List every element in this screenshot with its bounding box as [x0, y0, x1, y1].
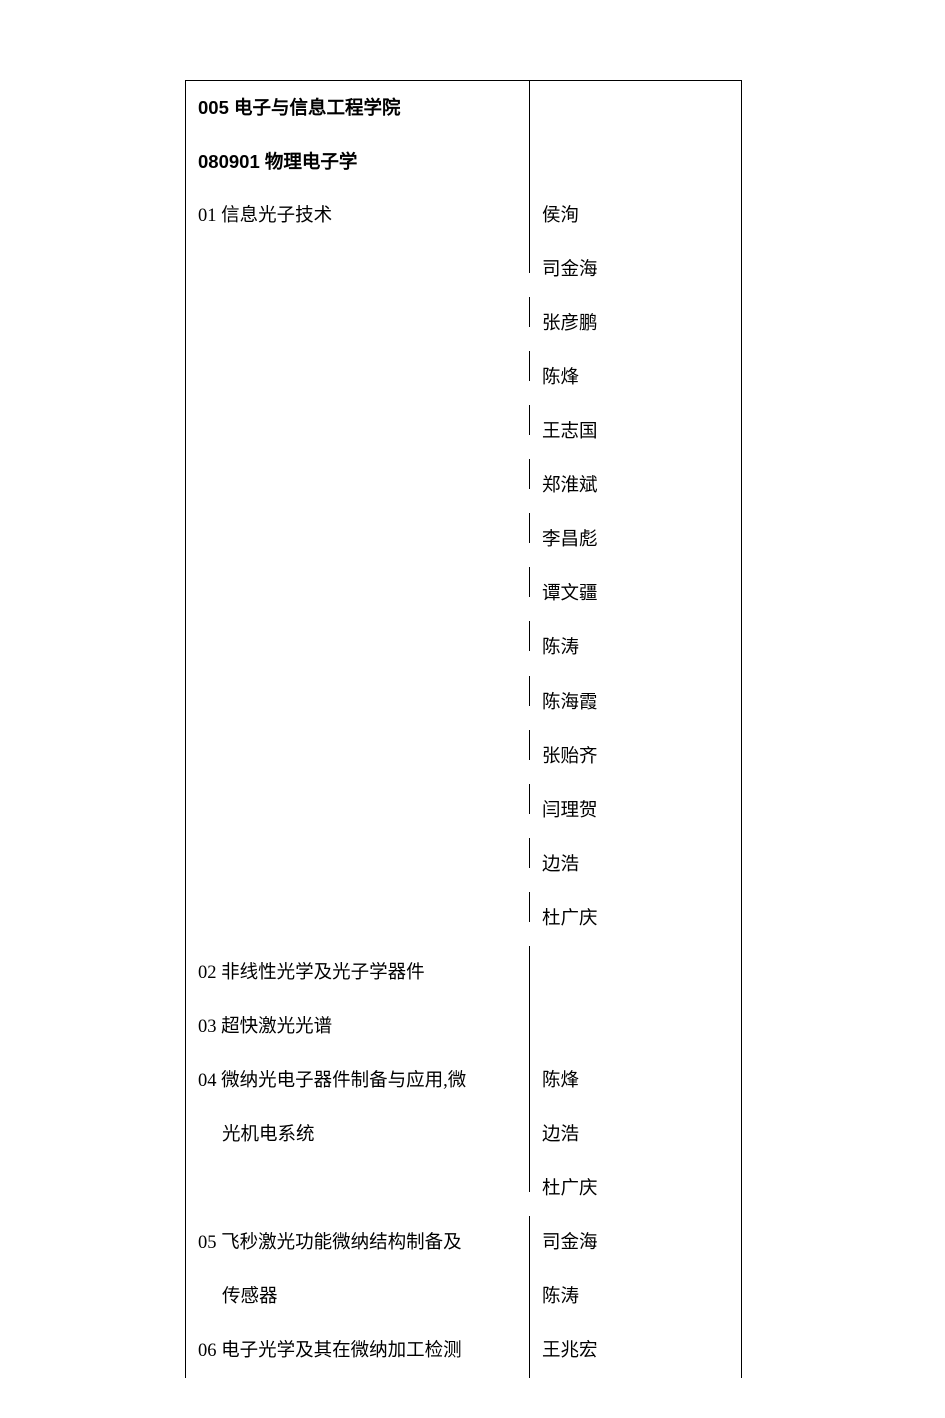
table-row: 080901 物理电子学 — [186, 135, 741, 189]
table-cell-right — [530, 946, 741, 976]
table-cell-left — [186, 351, 530, 381]
table-cell-left — [186, 621, 530, 651]
table-cell-right: 张彦鹏 — [530, 297, 741, 351]
table-row: 01 信息光子技术侯洵 — [186, 189, 741, 243]
table-cell-left — [186, 459, 530, 489]
table-cell-left: 05 飞秒激光功能微纳结构制备及 — [186, 1216, 530, 1270]
table-row: 02 非线性光学及光子学器件 — [186, 946, 741, 1000]
table-cell-left — [186, 730, 530, 760]
table-cell-left: 光机电系统 — [186, 1108, 530, 1162]
table-cell-right: 司金海 — [530, 243, 741, 297]
table-row: 张贻齐 — [186, 730, 741, 784]
table-row: 司金海 — [186, 243, 741, 297]
table-cell-right: 陈涛 — [530, 621, 741, 675]
table-cell-left — [186, 1162, 530, 1192]
table-row: 闫理贺 — [186, 784, 741, 838]
table-cell-left: 04 微纳光电子器件制备与应用,微 — [186, 1054, 530, 1108]
table-cell-right: 陈烽 — [530, 1054, 741, 1108]
table-row: 06 电子光学及其在微纳加工检测王兆宏 — [186, 1324, 741, 1378]
table-cell-right: 陈涛 — [530, 1270, 741, 1324]
table-row: 05 飞秒激光功能微纳结构制备及司金海 — [186, 1216, 741, 1270]
table-cell-left: 06 电子光学及其在微纳加工检测 — [186, 1324, 530, 1378]
table-cell-left: 03 超快激光光谱 — [186, 1000, 530, 1054]
table-row: 光机电系统边浩 — [186, 1108, 741, 1162]
table-cell-left — [186, 676, 530, 706]
table-row: 郑淮斌 — [186, 459, 741, 513]
table-cell-left: 01 信息光子技术 — [186, 189, 530, 243]
table-cell-left — [186, 405, 530, 435]
table-cell-right: 闫理贺 — [530, 784, 741, 838]
table-cell-right: 边浩 — [530, 838, 741, 892]
table-cell-left: 02 非线性光学及光子学器件 — [186, 946, 530, 1000]
document-page: 005 电子与信息工程学院080901 物理电子学01 信息光子技术侯洵司金海张… — [0, 0, 945, 1418]
table-cell-left: 080901 物理电子学 — [186, 135, 530, 189]
table-cell-right: 谭文疆 — [530, 567, 741, 621]
table-cell-left — [186, 784, 530, 814]
table-cell-right: 陈海霞 — [530, 676, 741, 730]
table-cell-right: 王志国 — [530, 405, 741, 459]
table-cell-left — [186, 892, 530, 922]
table-row: 陈烽 — [186, 351, 741, 405]
table-cell-right: 杜广庆 — [530, 892, 741, 946]
table-cell-right: 张贻齐 — [530, 730, 741, 784]
catalog-table: 005 电子与信息工程学院080901 物理电子学01 信息光子技术侯洵司金海张… — [185, 80, 742, 1378]
table-cell-right: 陈烽 — [530, 351, 741, 405]
table-row: 王志国 — [186, 405, 741, 459]
table-row: 03 超快激光光谱 — [186, 1000, 741, 1054]
table-cell-left: 005 电子与信息工程学院 — [186, 81, 530, 135]
table-row: 陈涛 — [186, 621, 741, 675]
table-cell-left — [186, 567, 530, 597]
table-row: 李昌彪 — [186, 513, 741, 567]
table-cell-right: 杜广庆 — [530, 1162, 741, 1216]
table-row: 边浩 — [186, 838, 741, 892]
table-cell-left — [186, 838, 530, 868]
table-row: 陈海霞 — [186, 676, 741, 730]
table-cell-right: 王兆宏 — [530, 1324, 741, 1378]
table-cell-right: 司金海 — [530, 1216, 741, 1270]
table-cell-right — [530, 1000, 741, 1030]
table-row: 传感器陈涛 — [186, 1270, 741, 1324]
table-cell-left — [186, 243, 530, 273]
table-row: 005 电子与信息工程学院 — [186, 81, 741, 135]
table-cell-right: 郑淮斌 — [530, 459, 741, 513]
table-cell-right — [530, 135, 741, 165]
table-cell-left: 传感器 — [186, 1270, 530, 1324]
table-row: 张彦鹏 — [186, 297, 741, 351]
table-cell-right: 李昌彪 — [530, 513, 741, 567]
table-row: 杜广庆 — [186, 1162, 741, 1216]
table-row: 04 微纳光电子器件制备与应用,微陈烽 — [186, 1054, 741, 1108]
table-row: 杜广庆 — [186, 892, 741, 946]
table-cell-left — [186, 297, 530, 327]
table-cell-right: 边浩 — [530, 1108, 741, 1162]
table-cell-left — [186, 513, 530, 543]
table-cell-right — [530, 81, 741, 111]
table-cell-right: 侯洵 — [530, 189, 741, 243]
table-row: 谭文疆 — [186, 567, 741, 621]
